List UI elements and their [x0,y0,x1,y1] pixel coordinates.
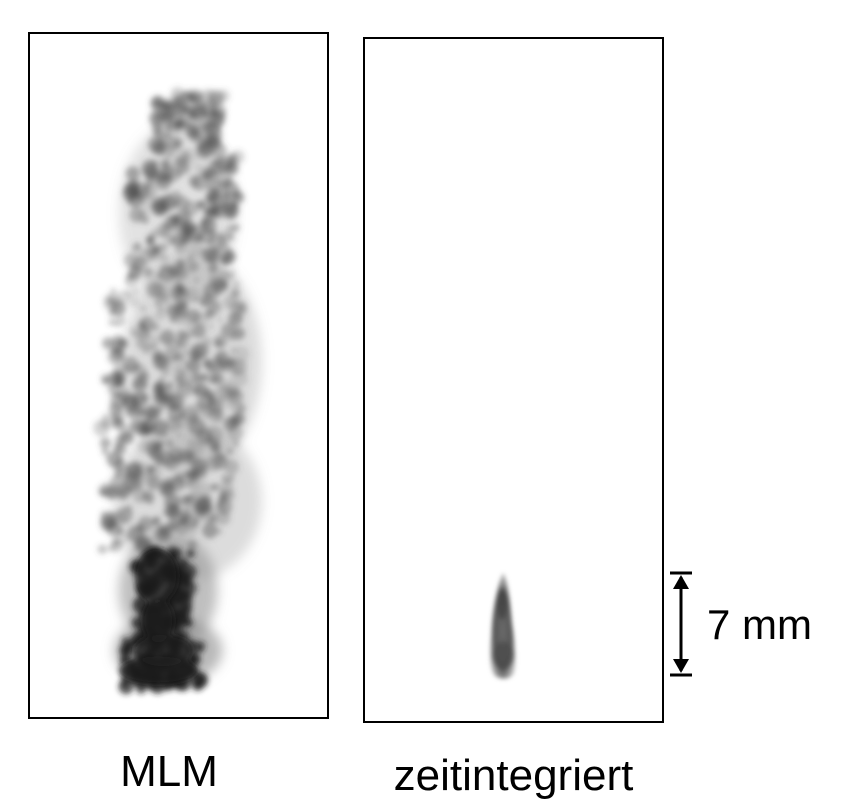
right-panel-caption: zeitintegriert [393,751,634,800]
scale-label: 7 mm [707,601,812,648]
right-image-panel [363,37,664,723]
time-integrated-flame-image [490,572,516,679]
turbulent-flame-image [93,87,262,695]
left-image-panel [28,32,329,719]
scale-bar-arrow-icon [670,571,692,677]
scale-bar [664,565,704,685]
left-panel-caption: MLM [120,747,218,796]
